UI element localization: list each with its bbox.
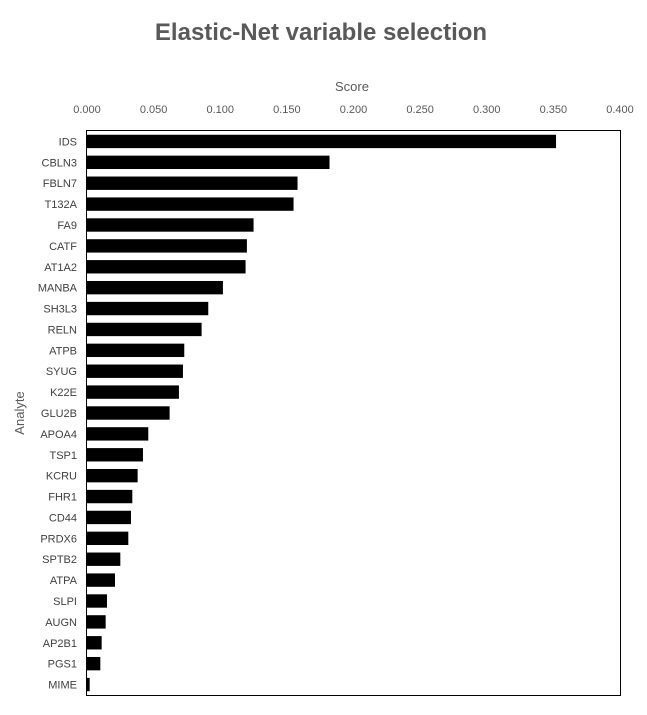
bar xyxy=(87,636,102,650)
chart-title: Elastic-Net variable selection xyxy=(155,19,487,46)
bar xyxy=(87,322,202,337)
bar xyxy=(87,176,298,190)
category-label: AT1A2 xyxy=(44,262,77,274)
bar xyxy=(87,677,90,692)
bar xyxy=(87,364,183,378)
x-tick-label: 0.300 xyxy=(473,104,501,116)
x-tick-label: 0.350 xyxy=(540,104,568,116)
bar xyxy=(87,552,121,566)
category-label: MIME xyxy=(48,680,77,692)
category-label: ATPA xyxy=(50,575,78,587)
x-tick-label: 0.100 xyxy=(206,104,234,116)
bars xyxy=(87,134,557,692)
x-axis-ticks: 0.000 0.050 0.100 0.150 0.200 0.250 0.300 0.350… xyxy=(73,104,634,116)
category-label: IDS xyxy=(59,136,77,148)
x-tick-label: 0.050 xyxy=(140,104,168,116)
category-label: AP2B1 xyxy=(43,638,77,650)
bar xyxy=(87,489,133,504)
category-label: FA9 xyxy=(57,220,77,232)
category-label: PRDX6 xyxy=(40,533,77,545)
category-label: ATPB xyxy=(49,345,77,357)
bar xyxy=(87,615,106,629)
x-tick-label: 0.200 xyxy=(340,104,368,116)
bar xyxy=(87,468,138,483)
category-label: CBLN3 xyxy=(42,157,77,169)
bar xyxy=(87,134,557,149)
x-tick-label: 0.150 xyxy=(273,104,301,116)
category-label: FBLN7 xyxy=(43,178,77,190)
category-label: CD44 xyxy=(49,512,77,524)
bar xyxy=(87,218,254,232)
category-label: SPTB2 xyxy=(42,554,77,566)
category-label: K22E xyxy=(50,387,77,399)
bar xyxy=(87,239,247,253)
category-label: MANBA xyxy=(38,283,78,295)
category-label: CATF xyxy=(49,241,77,253)
bar xyxy=(87,573,115,587)
plot-frame xyxy=(86,130,621,696)
category-label: SH3L3 xyxy=(43,304,77,316)
category-label: KCRU xyxy=(46,471,77,483)
category-label: FHR1 xyxy=(48,492,77,504)
category-label: T132A xyxy=(45,199,78,211)
bar xyxy=(87,197,294,211)
category-label: SLPI xyxy=(53,596,77,608)
bar xyxy=(87,656,101,671)
category-label: APOA4 xyxy=(40,429,77,441)
bar xyxy=(87,594,107,608)
bar xyxy=(87,155,330,170)
category-labels: IDS CBLN3 FBLN7 T132A FA9 CATF AT1A2 MANBA SH3L3… xyxy=(38,136,78,691)
category-label: PGS1 xyxy=(48,659,77,671)
bar xyxy=(87,385,179,399)
bar xyxy=(87,260,246,274)
category-label: AUGN xyxy=(45,617,77,629)
category-label: RELN xyxy=(48,324,77,336)
x-tick-label: 0.250 xyxy=(406,104,434,116)
bar xyxy=(87,301,209,316)
category-label: GLU2B xyxy=(41,408,77,420)
bar xyxy=(87,510,131,525)
bar xyxy=(87,427,149,441)
category-label: SYUG xyxy=(46,366,77,378)
x-tick-label: 0.400 xyxy=(606,104,634,116)
x-axis-label: Score xyxy=(335,79,369,94)
bar xyxy=(87,280,223,295)
bar xyxy=(87,343,185,358)
bar xyxy=(87,531,129,546)
y-axis-label: Analyte xyxy=(12,391,27,434)
category-label: TSP1 xyxy=(49,450,77,462)
bar xyxy=(87,406,170,420)
x-tick-label: 0.000 xyxy=(73,104,101,116)
bar xyxy=(87,448,143,462)
